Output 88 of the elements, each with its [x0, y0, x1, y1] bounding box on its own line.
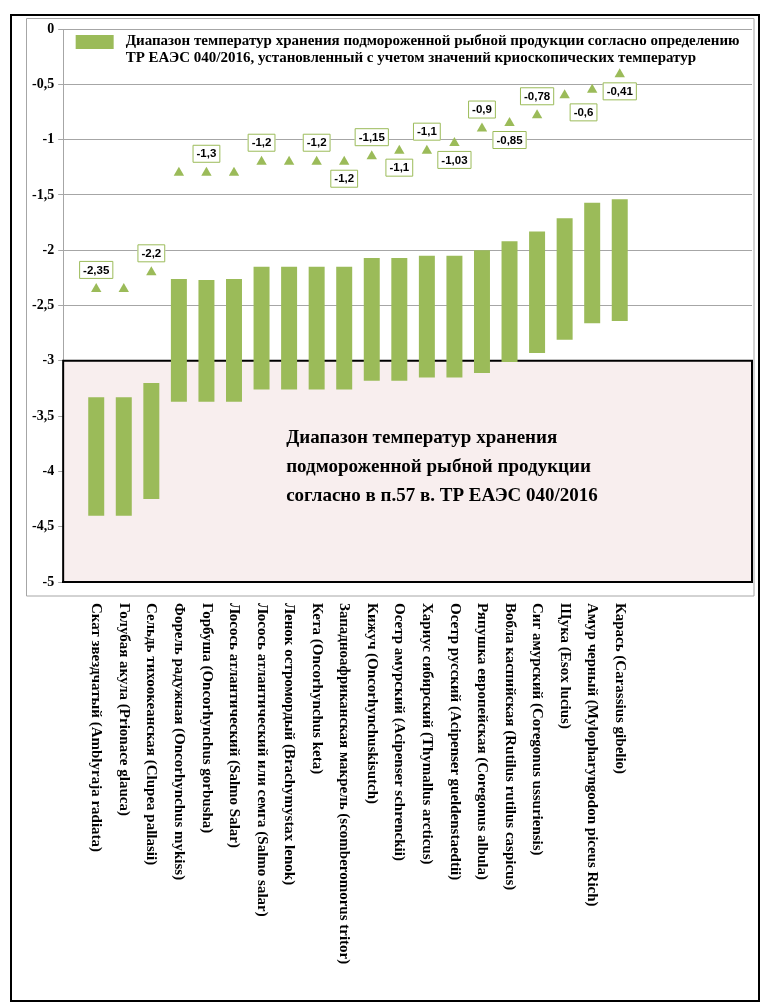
- y-tick-label: -4,5: [31, 518, 55, 534]
- data-label: -2,2: [141, 246, 162, 259]
- point: [311, 155, 322, 165]
- y-tick-label: -2: [42, 241, 55, 257]
- x-tick-label: Лосось атлантический (Salmo Salar): [226, 603, 244, 849]
- data-label: -1,1: [389, 161, 410, 174]
- point: [449, 136, 460, 146]
- x-tick-label: Сиг амурский (Coregonus ussuriensis): [529, 603, 547, 856]
- data-label: -0,78: [523, 89, 551, 102]
- bar: [529, 231, 546, 354]
- x-tick-label: Осетр амурский (Acipenser schrenckii): [391, 603, 409, 861]
- bar: [501, 241, 518, 362]
- point: [476, 122, 488, 132]
- x-tick-label: Хариус сибирский (Thymallus arcticus): [418, 603, 436, 865]
- x-tick-label: Западноафриканская макрель (scomberomorus tritor): [336, 603, 354, 965]
- x-tick-label: Карась (Carassius gibelio): [611, 603, 629, 775]
- data-label: -1,2: [334, 172, 355, 185]
- bar: [143, 382, 160, 500]
- bar: [418, 255, 435, 378]
- x-tick-label: Сельдь тихоокеанская (Clupea pallasii): [143, 603, 161, 866]
- data-label: -0,41: [606, 85, 634, 98]
- data-label: -0,9: [472, 103, 492, 116]
- bar: [556, 218, 573, 340]
- bar: [446, 255, 463, 378]
- point: [394, 144, 405, 154]
- x-tick-label: Осетр русский (Acipenser gueldenstaedtii): [446, 603, 464, 881]
- bar: [363, 257, 380, 381]
- x-tick-label: Форель радужная (Oncorhynchus mykiss): [171, 603, 189, 881]
- bar: [253, 266, 270, 390]
- point: [586, 83, 598, 93]
- x-tick-label: Ленок остромордый (Brachymystax lenok): [281, 603, 299, 886]
- bar: [611, 199, 628, 321]
- bar: [473, 250, 490, 373]
- point: [614, 68, 625, 78]
- data-label: -0,85: [496, 133, 524, 146]
- point: [366, 150, 377, 160]
- x-tick-label: Щука (Esox lucius): [556, 603, 574, 729]
- x-tick-label: Лосось атлантический или семга (Salmo salar): [253, 603, 271, 917]
- point: [91, 282, 102, 292]
- x-tick-label: Горбуша (Oncorhynchus gorbusha): [198, 603, 216, 834]
- point: [146, 266, 157, 276]
- data-label: -0,6: [573, 106, 594, 119]
- x-tick-label: Кета (Oncorhynchus keta): [308, 603, 326, 775]
- y-tick-label: -3: [42, 352, 55, 368]
- x-tick-label: Кижуч (Oncorhynchuskisutch): [363, 603, 381, 804]
- y-tick-label: -4: [42, 463, 55, 479]
- point: [228, 166, 240, 176]
- bar: [226, 278, 242, 402]
- data-label: -1,3: [196, 147, 217, 160]
- bar: [391, 257, 408, 381]
- y-tick-label: -2,5: [31, 297, 55, 313]
- data-label: -1,1: [416, 125, 438, 138]
- bar: [115, 397, 132, 516]
- y-tick-label: -3,5: [31, 407, 55, 423]
- bar: [170, 278, 187, 402]
- x-tick-label: Ряпушка европейская (Coregonus albula): [474, 603, 492, 881]
- point: [118, 282, 129, 292]
- data-label: -2,35: [83, 263, 110, 276]
- y-tick-label: -0,5: [31, 75, 55, 91]
- point: [256, 155, 267, 165]
- y-tick-label: -5: [42, 573, 55, 589]
- x-tick-label: Голубая акула (Prionace glauca): [115, 603, 133, 816]
- bar: [281, 266, 298, 390]
- y-tick-label: -1,5: [31, 186, 55, 202]
- data-label: -1,15: [358, 130, 386, 143]
- x-tick-label: Амур черный (Mylopharyngodon piceus Rich): [584, 603, 602, 907]
- data-label: -1,2: [251, 136, 272, 149]
- point: [559, 89, 570, 99]
- bar: [88, 397, 105, 516]
- point: [201, 166, 212, 176]
- bar: [308, 266, 325, 390]
- legend-label: Диапазон температур хранения подмороженной рыбной продукции согласно определению ТР ЕАЭС 040/2016, установленный с учетом значений криоскопических температур: [125, 32, 740, 66]
- bar: [336, 266, 353, 390]
- data-label: -1,03: [441, 153, 468, 166]
- y-tick-label: -1: [42, 131, 55, 147]
- point: [339, 155, 350, 165]
- x-tick-label: Скат звездчатый (Amblyraja radiata): [88, 603, 106, 853]
- point: [504, 117, 515, 127]
- point: [531, 109, 543, 119]
- x-tick-label: Вобла каспийская (Rutilus rutilus caspicus): [501, 603, 519, 891]
- bar: [584, 202, 601, 324]
- point: [421, 144, 433, 154]
- y-tick-label: 0: [47, 20, 55, 36]
- data-label: -1,2: [306, 136, 327, 149]
- point: [283, 155, 295, 165]
- point: [173, 166, 185, 176]
- bar: [198, 280, 215, 402]
- band-label: Диапазон температур хранения подмороженной рыбной продукции согласно в п.57 в. ТР ЕАЭС 040/2016: [286, 426, 598, 506]
